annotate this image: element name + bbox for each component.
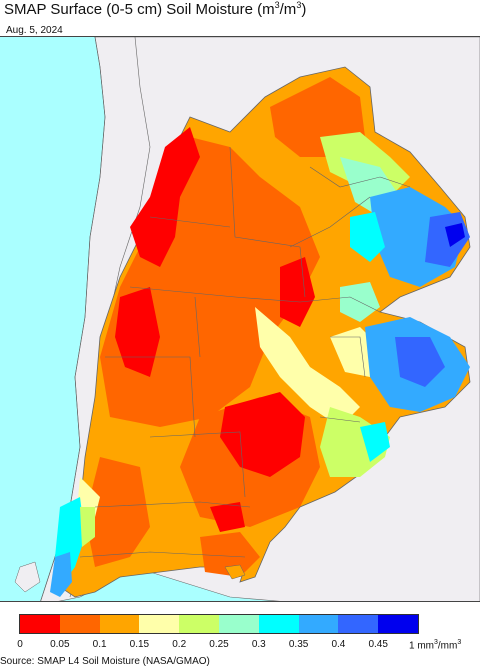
map-title: SMAP Surface (0-5 cm) Soil Moisture (m3/… [4, 0, 307, 18]
map-area [0, 36, 480, 602]
legend-swatch-8 [338, 615, 379, 633]
legend-swatch-4 [179, 615, 219, 633]
legend-swatch-7 [298, 615, 339, 633]
province-borders [79, 146, 411, 558]
legend-swatch-9 [378, 615, 418, 633]
legend-tick-label: 0.1 [92, 639, 107, 650]
legend-tick-label: 0.25 [209, 639, 229, 650]
legend-swatch-2 [99, 615, 140, 633]
legend-tick-label: 0.4 [331, 639, 346, 650]
legend-unit: 1 mm3/mm3 [409, 639, 462, 652]
legend-tick-label: 0 [17, 639, 23, 650]
legend-swatch-5 [218, 615, 259, 633]
legend-swatch-1 [59, 615, 100, 633]
legend-colorbar [19, 614, 419, 634]
legend-tick-label: 0.45 [368, 639, 388, 650]
soil-moisture-map [0, 37, 480, 601]
legend-tick-label: 0.05 [50, 639, 70, 650]
legend-tick-label: 0.15 [129, 639, 150, 650]
legend-tick-label: 0.3 [251, 639, 266, 650]
map-date: Aug. 5, 2024 [6, 25, 63, 36]
source-text: Source: SMAP L4 Soil Moisture (NASA/GMAO… [0, 656, 210, 667]
legend-tick-label: 0.2 [172, 639, 187, 650]
legend-swatch-3 [139, 615, 180, 633]
legend-swatch-6 [258, 615, 299, 633]
legend-swatch-0 [20, 615, 60, 633]
legend-tick-label: 0.35 [288, 639, 309, 650]
